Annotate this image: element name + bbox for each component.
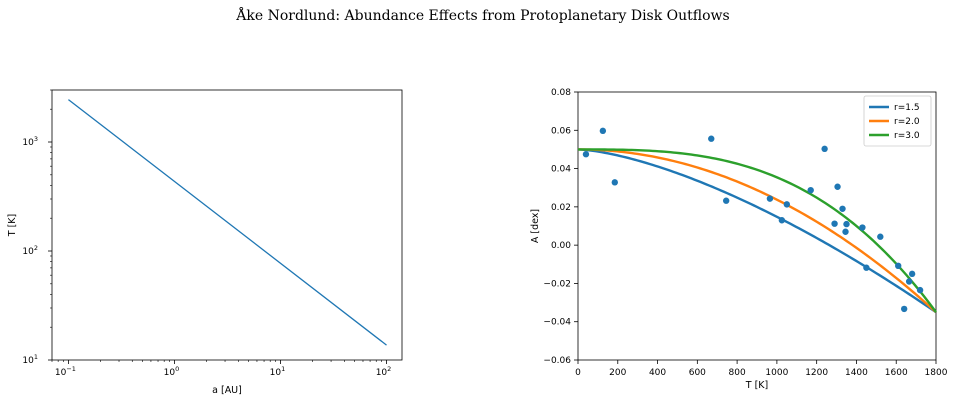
right-data-point [708, 135, 715, 142]
left-y-tick-label: 102 [22, 244, 38, 257]
right-data-point [834, 183, 841, 190]
right-data-point [895, 262, 902, 270]
left-x-tick-exponent: −1 [66, 365, 76, 373]
left-series-line [68, 99, 387, 346]
right-y-tick-label: −0.02 [543, 279, 571, 289]
right-data-point [863, 264, 870, 271]
left-x-tick-label: 101 [270, 365, 286, 378]
right-y-tick-label: −0.04 [543, 318, 571, 328]
right-plot-frame [577, 91, 937, 361]
right-data-point [905, 278, 913, 285]
legend-box [863, 95, 932, 147]
left-x-tick-exponent: 2 [387, 365, 391, 373]
right-x-tick-label: 1600 [885, 368, 908, 378]
left-y-axis-label: T [K] [7, 214, 18, 237]
legend-entry-label: r=2.0 [894, 117, 920, 127]
right-x-tick-label: 1200 [805, 368, 828, 378]
right-x-tick-label: 1400 [845, 368, 868, 378]
right-x-tick-label: 1000 [765, 368, 788, 378]
right-data-point [599, 127, 607, 135]
right-y-tick-label: 0.06 [551, 126, 571, 136]
right-data-point [783, 201, 791, 208]
left-x-tick-exponent: 1 [281, 365, 285, 373]
right-data-point [582, 151, 590, 158]
right-data-point [611, 179, 618, 186]
left-y-tick-exponent: 2 [34, 244, 38, 252]
right-data-point [900, 305, 908, 313]
right-data-point [722, 197, 730, 204]
right-x-tick-label: 1800 [925, 368, 948, 378]
right-data-point [821, 145, 828, 153]
left-x-tick-label: 10−1 [55, 365, 76, 378]
left-x-tick-label: 102 [376, 365, 392, 378]
right-y-tick-label: 0.08 [551, 88, 571, 98]
right-chart-abundance-vs-temperature: 0 200 400 600 800 1000 1200 1400 1600 1800 −0.06 −… [530, 88, 948, 391]
left-y-tick-exponent: 3 [34, 135, 38, 143]
left-x-tick-exponent: 0 [175, 365, 179, 373]
right-series-curve [577, 148, 937, 314]
left-y-tick-label: 101 [22, 353, 38, 366]
right-x-axis-label: T [K] [745, 380, 768, 391]
right-data-point [807, 187, 814, 194]
right-data-point [877, 233, 884, 240]
right-y-tick-label: −0.06 [543, 356, 571, 366]
right-data-point [842, 228, 849, 235]
legend-entry-label: r=1.5 [894, 103, 920, 113]
right-data-point [916, 286, 924, 294]
left-x-axis-label: a [AU] [212, 385, 242, 396]
right-x-tick-label: 400 [649, 368, 666, 378]
right-series-curve [577, 148, 937, 314]
right-series-curve [578, 148, 937, 313]
right-data-point [778, 217, 786, 224]
right-y-axis-label: A [dex] [530, 209, 541, 243]
right-y-tick-label: 0.04 [551, 165, 571, 175]
right-y-tick-label: 0.02 [551, 203, 571, 213]
figure-title: Åke Nordlund: Abundance Effects from Pro… [235, 6, 729, 24]
right-x-tick-label: 800 [729, 368, 746, 378]
left-plot-frame [51, 89, 403, 361]
right-data-point [859, 224, 866, 231]
right-y-tick-label: 0.00 [551, 241, 571, 251]
right-data-point [766, 195, 774, 202]
right-x-tick-label: 0 [575, 368, 581, 378]
left-y-tick-label: 103 [22, 135, 38, 148]
left-y-tick-exponent: 1 [34, 353, 38, 361]
right-data-point [843, 220, 850, 228]
right-data-point [839, 205, 846, 212]
right-data-point [908, 270, 916, 278]
right-data-point [831, 220, 838, 227]
legend-entry-label: r=3.0 [894, 131, 920, 141]
left-x-tick-label: 100 [164, 365, 180, 378]
right-legend: r=1.5 r=2.0 r=3.0 [863, 95, 932, 147]
right-x-tick-label: 600 [689, 368, 706, 378]
right-x-tick-label: 200 [609, 368, 626, 378]
